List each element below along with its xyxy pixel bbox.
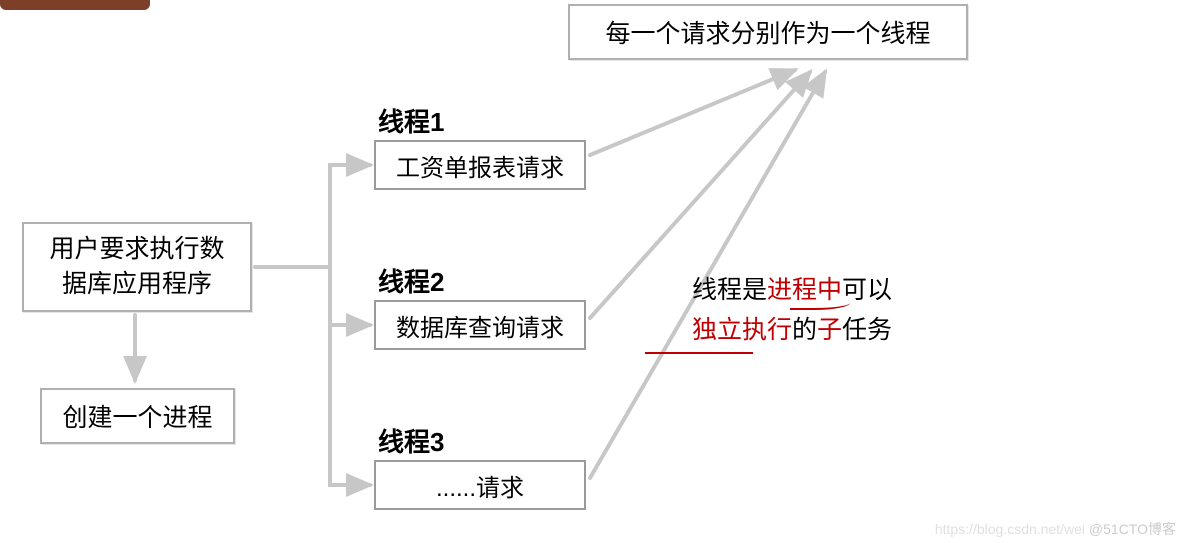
- watermark-right: @51CTO博客: [1089, 521, 1176, 537]
- thread2-heading: 线程2: [378, 262, 444, 299]
- branch-to-t1: [330, 165, 370, 267]
- create-process-box: 创建一个进程: [40, 388, 235, 444]
- definition-callout: 线程是进程中可以 独立执行的子任务: [642, 270, 942, 350]
- red-underline-1: [645, 352, 753, 354]
- callout-line2: 独立执行的子任务: [642, 310, 942, 350]
- user-request-text: 用户要求执行数 据库应用程序: [49, 232, 224, 302]
- branch-to-t2: [330, 267, 370, 325]
- thread1-box: 工资单报表请求: [374, 140, 586, 190]
- thread3-text: ......请求: [436, 468, 524, 503]
- thread1-text: 工资单报表请求: [396, 148, 564, 183]
- watermark-left: https://blog.csdn.net/wei: [935, 521, 1085, 537]
- callout-l1-prefix: 线程是: [692, 276, 767, 304]
- thread2-text: 数据库查询请求: [396, 308, 564, 343]
- callout-l2-suffix: 任务: [842, 316, 892, 344]
- thread1-heading: 线程1: [378, 102, 444, 139]
- thread2-box: 数据库查询请求: [374, 300, 586, 350]
- t1-to-top: [590, 70, 795, 155]
- thread3-heading: 线程3: [378, 422, 444, 459]
- top-note-box: 每一个请求分别作为一个线程: [568, 4, 968, 60]
- user-request-box: 用户要求执行数 据库应用程序: [22, 222, 252, 312]
- top-note-text: 每一个请求分别作为一个线程: [605, 14, 930, 50]
- create-process-text: 创建一个进程: [62, 398, 212, 434]
- thread3-box: ......请求: [374, 460, 586, 510]
- callout-l2-red: 独立执行: [692, 316, 792, 344]
- corner-tab: [0, 0, 150, 10]
- branch-to-t3: [330, 267, 370, 485]
- callout-l2-mid: 的: [792, 316, 817, 344]
- watermark: https://blog.csdn.net/wei @51CTO博客: [935, 519, 1176, 539]
- callout-l2-red2: 子: [817, 316, 842, 344]
